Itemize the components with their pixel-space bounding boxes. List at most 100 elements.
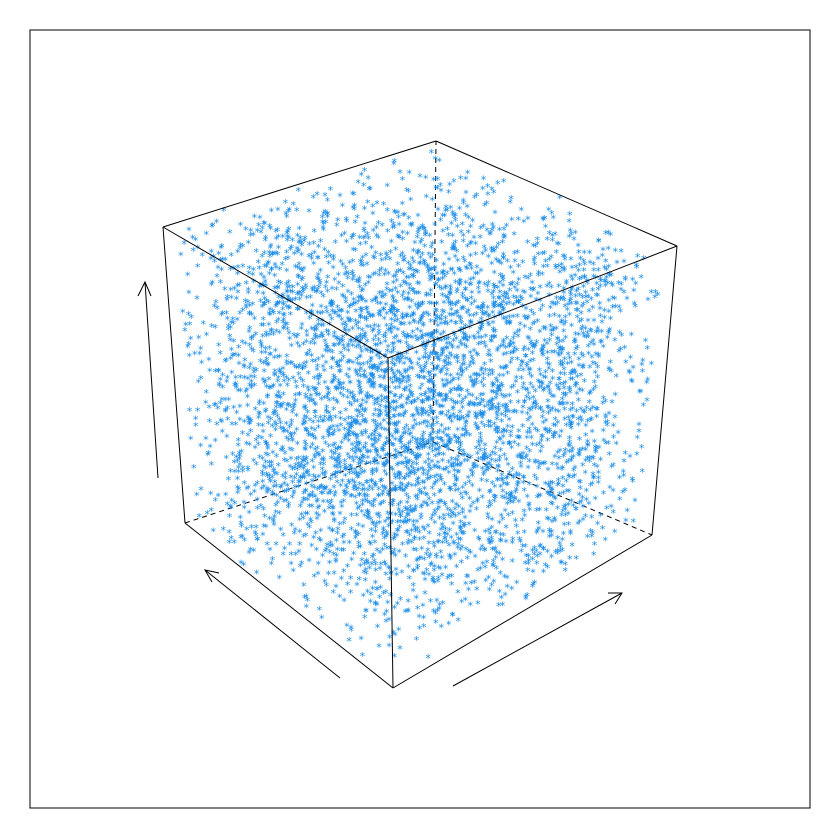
data-point: * [587,456,593,469]
data-point: * [289,358,295,371]
data-point: * [273,407,279,420]
data-point: * [545,396,551,409]
data-point: * [329,496,335,509]
data-point: * [262,376,268,389]
data-point: * [333,468,339,481]
data-point: * [357,455,363,468]
data-point: * [286,375,292,388]
data-point: * [260,454,266,467]
data-point: * [634,262,640,275]
data-point: * [304,350,310,363]
data-point: * [373,248,379,261]
data-point: * [379,220,385,233]
data-point: * [602,277,608,290]
data-point: * [300,473,306,486]
data-point: * [401,411,407,424]
data-point: * [640,355,646,368]
data-point: * [556,351,562,364]
data-point: * [363,426,369,439]
data-point: * [325,195,331,208]
data-point: * [238,220,244,233]
data-point: * [599,336,605,349]
data-point: * [486,525,492,538]
data-point: * [266,374,272,387]
data-point: * [245,413,251,426]
data-point: * [382,269,388,282]
data-point: * [296,459,302,472]
data-point: * [613,301,619,314]
data-point: * [373,405,379,418]
data-point: * [299,291,305,304]
data-point: * [403,462,409,475]
data-point: * [303,602,309,615]
data-point: * [343,463,349,476]
data-point: * [392,533,398,546]
data-point: * [295,304,301,317]
data-point: * [371,325,377,338]
data-point: * [309,254,315,267]
data-point: * [428,464,434,477]
data-point: * [415,449,421,462]
data-point: * [444,339,450,352]
data-point: * [244,384,250,397]
data-point: * [516,426,522,439]
data-point: * [261,281,267,294]
data-point: * [264,354,270,367]
data-point: * [275,298,281,311]
data-point: * [567,383,573,396]
data-point: * [334,477,340,490]
data-point: * [425,521,431,534]
data-point: * [588,325,594,338]
data-point: * [568,527,574,540]
data-point: * [311,226,317,239]
data-point: * [408,448,414,461]
data-point: * [389,216,395,229]
data-point: * [454,385,460,398]
data-point: * [416,246,422,259]
data-point: * [425,418,431,431]
data-point: * [186,225,192,238]
data-point: * [238,518,244,531]
data-point: * [351,456,357,469]
data-point: * [627,368,633,381]
data-point: * [403,383,409,396]
data-point: * [351,295,357,308]
data-point: * [382,439,388,452]
data-point: * [480,302,486,315]
data-point: * [281,389,287,402]
data-point: * [648,287,654,300]
data-point: * [284,211,290,224]
data-point: * [594,290,600,303]
data-point: * [267,343,273,356]
data-point: * [352,217,358,230]
data-point: * [239,337,245,350]
data-point: * [376,218,382,231]
data-point: * [562,414,568,427]
data-point: * [523,384,529,397]
data-point: * [336,384,342,397]
data-point: * [243,301,249,314]
data-point: * [598,276,604,289]
data-point: * [347,300,353,313]
data-point: * [360,451,366,464]
data-point: * [320,212,326,225]
data-point: * [299,558,305,571]
data-point: * [611,432,617,445]
data-point: * [406,186,412,199]
data-point: * [263,522,269,535]
data-point: * [249,383,255,396]
data-point: * [349,491,355,504]
data-point: * [587,453,593,466]
data-point: * [277,351,283,364]
data-point: * [605,278,611,291]
data-point: * [432,478,438,491]
data-point: * [425,263,431,276]
data-point: * [319,416,325,429]
data-point: * [335,453,341,466]
data-point: * [349,419,355,432]
data-point: * [630,275,636,288]
data-point: * [378,250,384,263]
data-point: * [537,460,543,473]
data-point: * [536,491,542,504]
data-point: * [347,468,353,481]
